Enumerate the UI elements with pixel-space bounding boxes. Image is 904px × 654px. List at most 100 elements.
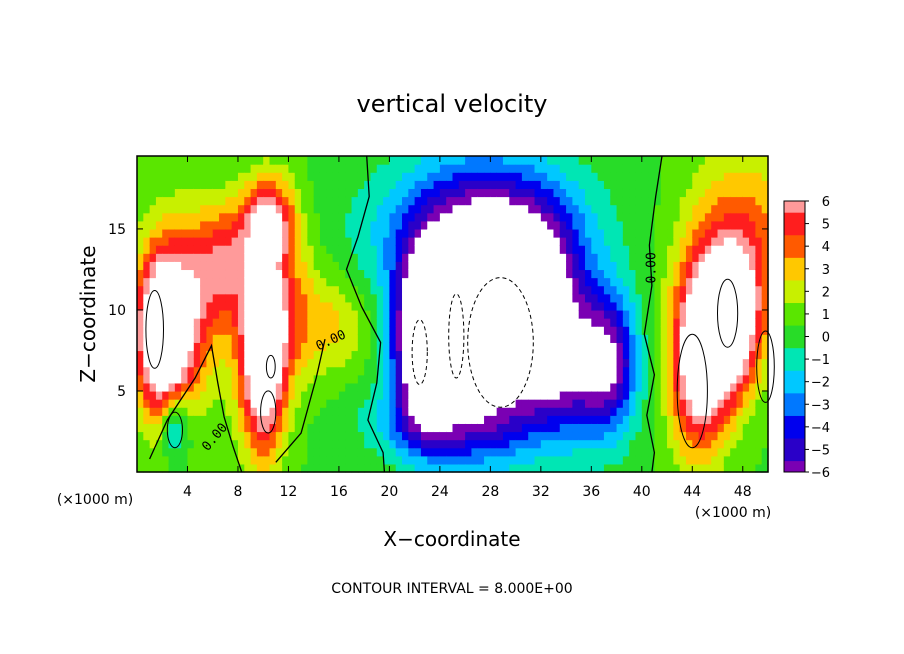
field-cell bbox=[206, 261, 214, 271]
field-cell bbox=[155, 237, 163, 246]
field-cell bbox=[540, 334, 548, 343]
field-cell bbox=[383, 212, 390, 222]
field-cell bbox=[275, 439, 283, 449]
field-cell bbox=[219, 415, 226, 424]
field-cell bbox=[301, 196, 308, 206]
field-cell bbox=[149, 334, 157, 343]
field-cell bbox=[288, 164, 296, 173]
field-cell bbox=[648, 350, 656, 360]
field-cell bbox=[200, 334, 208, 343]
field-cell bbox=[143, 253, 151, 262]
field-cell bbox=[269, 382, 277, 392]
field-cell bbox=[338, 326, 346, 335]
field-cell bbox=[319, 463, 327, 473]
field-cell bbox=[225, 293, 233, 303]
field-cell bbox=[679, 301, 687, 311]
field-cell bbox=[534, 382, 542, 392]
field-cell bbox=[629, 455, 637, 465]
field-cell bbox=[174, 204, 182, 214]
field-cell bbox=[679, 196, 687, 206]
field-cell bbox=[717, 431, 725, 441]
field-cell bbox=[553, 390, 561, 400]
field-cell bbox=[622, 277, 630, 287]
field-cell bbox=[143, 318, 151, 327]
field-cell bbox=[685, 212, 693, 222]
field-cell bbox=[332, 285, 340, 295]
field-cell bbox=[723, 390, 731, 400]
field-cell bbox=[408, 423, 416, 433]
field-cell bbox=[597, 156, 605, 165]
field-cell bbox=[231, 455, 239, 465]
field-cell bbox=[326, 156, 334, 165]
field-cell bbox=[446, 261, 454, 271]
field-cell bbox=[521, 350, 529, 360]
field-cell bbox=[288, 172, 296, 181]
field-cell bbox=[585, 301, 592, 311]
field-cell bbox=[263, 261, 271, 271]
field-cell bbox=[263, 431, 271, 441]
field-cell bbox=[168, 382, 176, 392]
field-cell bbox=[547, 342, 555, 352]
field-cell bbox=[635, 358, 643, 368]
field-cell bbox=[692, 228, 700, 238]
field-cell bbox=[187, 415, 195, 424]
field-cell bbox=[301, 407, 308, 416]
field-cell bbox=[629, 447, 637, 457]
field-cell bbox=[465, 212, 473, 222]
field-cell bbox=[414, 269, 422, 279]
field-cell bbox=[742, 269, 750, 279]
field-cell bbox=[452, 180, 460, 190]
field-cell bbox=[521, 180, 529, 190]
field-cell bbox=[219, 269, 226, 279]
field-cell bbox=[200, 220, 208, 230]
field-cell bbox=[755, 415, 763, 424]
field-cell bbox=[332, 350, 340, 360]
field-cell bbox=[275, 423, 283, 433]
field-cell bbox=[692, 318, 700, 327]
field-cell bbox=[212, 318, 220, 327]
field-cell bbox=[231, 318, 239, 327]
field-cell bbox=[654, 172, 662, 181]
field-cell bbox=[149, 407, 157, 416]
field-cell bbox=[351, 342, 359, 352]
field-cell bbox=[288, 156, 296, 165]
field-cell bbox=[742, 366, 750, 376]
field-cell bbox=[616, 423, 624, 433]
field-cell bbox=[635, 237, 643, 246]
field-cell bbox=[572, 293, 580, 303]
field-cell bbox=[282, 358, 290, 368]
field-cell bbox=[414, 374, 422, 384]
field-cell bbox=[149, 164, 157, 173]
field-cell bbox=[402, 358, 409, 368]
field-cell bbox=[559, 196, 567, 206]
field-cell bbox=[193, 220, 201, 230]
field-cell bbox=[471, 342, 479, 352]
field-cell bbox=[597, 277, 605, 287]
field-cell bbox=[490, 399, 498, 408]
field-cell bbox=[351, 334, 359, 343]
field-cell bbox=[402, 350, 409, 360]
field-cell bbox=[275, 212, 283, 222]
field-cell bbox=[420, 455, 428, 465]
field-cell bbox=[534, 180, 542, 190]
field-cell bbox=[629, 253, 637, 262]
field-cell bbox=[200, 156, 208, 165]
field-cell bbox=[149, 269, 157, 279]
field-cell bbox=[711, 285, 719, 295]
field-cell bbox=[547, 196, 555, 206]
field-cell bbox=[206, 188, 214, 198]
field-cell bbox=[730, 350, 738, 360]
field-cell bbox=[351, 415, 359, 424]
field-cell bbox=[458, 415, 466, 424]
field-cell bbox=[749, 237, 756, 246]
field-cell bbox=[603, 423, 611, 433]
field-cell bbox=[673, 447, 681, 457]
field-cell bbox=[395, 407, 403, 416]
field-cell bbox=[307, 245, 315, 254]
field-cell bbox=[660, 245, 668, 254]
field-cell bbox=[420, 172, 428, 181]
field-cell bbox=[162, 318, 170, 327]
field-cell bbox=[326, 228, 334, 238]
field-cell bbox=[162, 228, 170, 238]
field-cell bbox=[250, 228, 258, 238]
